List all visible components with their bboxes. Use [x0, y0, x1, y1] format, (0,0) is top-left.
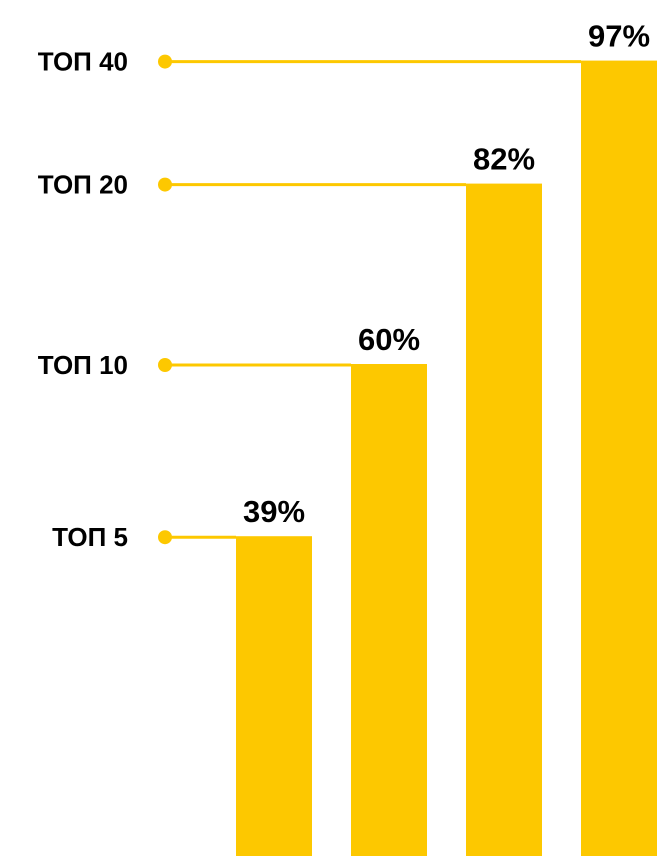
value-label-3: 82% [473, 142, 535, 177]
bar-4 [581, 60, 657, 856]
leader-dot-3 [158, 177, 172, 192]
bar-2 [351, 364, 427, 856]
bar-1 [236, 536, 312, 856]
category-label-2: ТОП 10 [38, 350, 128, 380]
leader-dot-2 [158, 358, 172, 372]
bars [236, 60, 657, 856]
bar-3 [466, 183, 542, 856]
leader-dot-4 [158, 54, 172, 69]
value-label-4: 97% [588, 19, 650, 54]
labels: ТОП 5 39% ТОП 10 60% ТОП 20 82% ТОП 40 97% [38, 19, 650, 553]
category-label-1: ТОП 5 [52, 522, 128, 552]
leader-dot-1 [158, 530, 172, 545]
leader-lines [158, 54, 581, 545]
category-label-4: ТОП 40 [38, 47, 128, 77]
value-label-2: 60% [358, 322, 420, 357]
value-label-1: 39% [243, 494, 305, 529]
category-label-3: ТОП 20 [38, 170, 128, 200]
